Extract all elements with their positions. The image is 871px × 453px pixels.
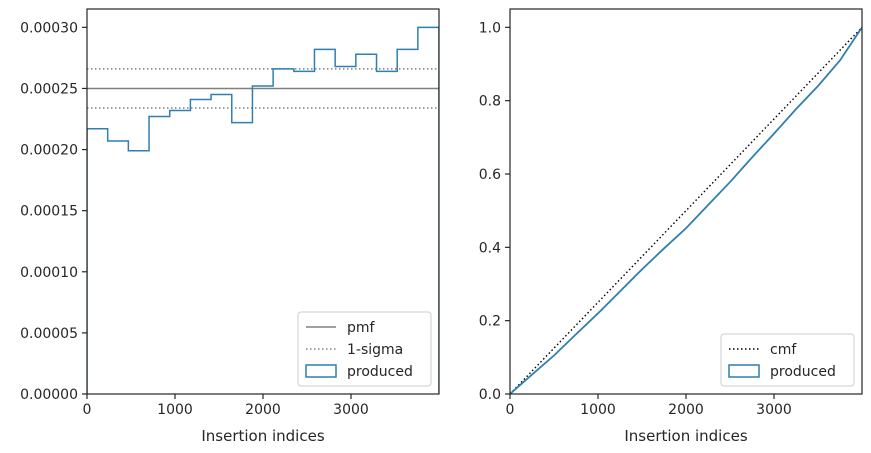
legend-frame [720, 333, 855, 387]
cmf-series-line [510, 26, 862, 394]
legend-produced-handle [728, 364, 760, 378]
x-tick-label: 0 [83, 402, 92, 418]
legend: cmf produced [720, 333, 855, 387]
y-tick-label: 0.00015 [20, 204, 78, 220]
x-tick-label: 3000 [333, 402, 369, 418]
legend: pmf 1-sigma produced [297, 311, 432, 387]
legend-label: produced [770, 364, 836, 380]
plot-area [510, 26, 862, 394]
y-tick-label: 0.00020 [20, 143, 78, 159]
y-tick-label: 0.00005 [20, 326, 78, 342]
pmf-histogram-panel: 0 1000 2000 3000 0.00000 0.00005 0.00010 0.0001… [20, 8, 440, 445]
y-tick-label: 0.0 [479, 387, 501, 403]
legend-label: cmf [770, 342, 797, 358]
y-tick-label: 0.2 [479, 314, 501, 330]
y-tick-label: 0.00000 [20, 387, 78, 403]
y-tick-label: 0.6 [479, 167, 501, 183]
y-tick-label: 0.4 [479, 240, 501, 256]
x-tick-label: 1000 [580, 402, 616, 418]
x-axis-label: Insertion indices [201, 427, 324, 445]
x-tick-label: 1000 [157, 402, 193, 418]
legend-produced-handle [305, 364, 337, 378]
x-axis-label: Insertion indices [624, 427, 747, 445]
y-tick-label: 0.00025 [20, 81, 78, 97]
legend-label: pmf [347, 320, 376, 336]
x-tick-label: 3000 [756, 402, 792, 418]
legend-label: 1-sigma [347, 342, 403, 358]
produced-histogram-step [87, 26, 439, 394]
plot-area [87, 26, 439, 394]
legend-label: produced [347, 364, 413, 380]
x-tick-label: 2000 [668, 402, 704, 418]
y-tick-label: 0.8 [479, 94, 501, 110]
y-tick-label: 0.00030 [20, 20, 78, 36]
legend-frame [297, 311, 432, 387]
y-tick-label: 0.00010 [20, 265, 78, 281]
x-tick-label: 2000 [245, 402, 281, 418]
x-tick-label: 0 [506, 402, 515, 418]
y-tick-label: 1.0 [479, 20, 501, 36]
produced-series-line [510, 26, 862, 394]
cmf-line-panel: 0 1000 2000 3000 0.0 0.2 0.4 0.6 0.8 1.0 Insertion… [479, 8, 863, 445]
